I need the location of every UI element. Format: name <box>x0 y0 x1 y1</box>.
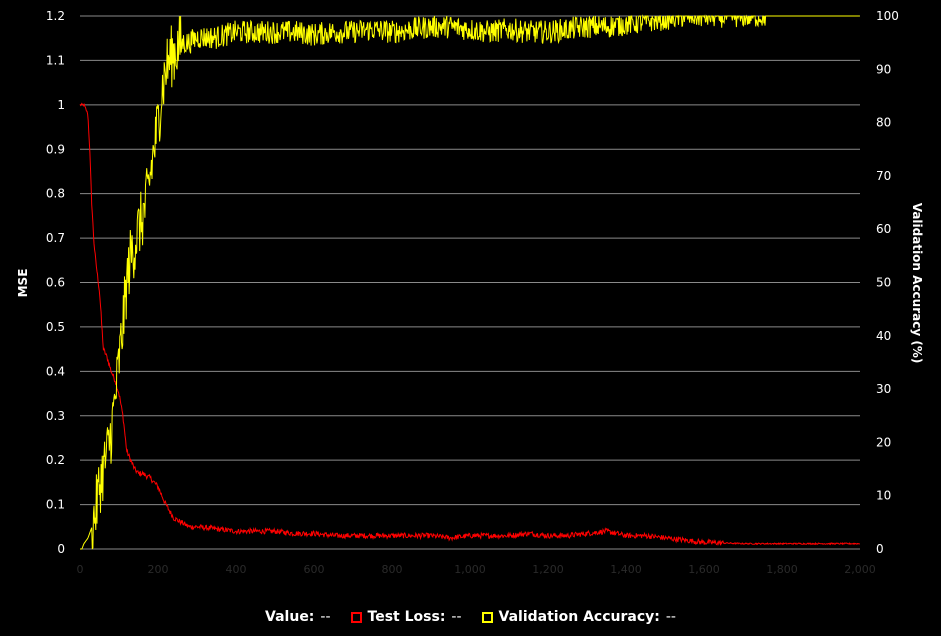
test-loss-line <box>79 102 861 546</box>
legend-value-label: Value: <box>265 609 315 625</box>
legend-value-value: -- <box>320 609 331 625</box>
y2-tick-label: 20 <box>876 435 891 449</box>
x-axis-ticks: 0 200 400 600 800 1,000 1,200 1,400 1,600 1,800 2,… <box>77 563 876 576</box>
y2-tick-label: 90 <box>876 62 891 76</box>
y2-tick-label: 80 <box>876 116 891 130</box>
validation-accuracy-line <box>80 14 860 550</box>
y-tick-label: 0.9 <box>46 142 65 156</box>
x-tick-label: 200 <box>148 563 169 576</box>
y2-tick-label: 40 <box>876 329 891 343</box>
y2-tick-label: 100 <box>876 9 899 23</box>
legend-val-acc-value: -- <box>665 609 676 625</box>
series-layer <box>79 14 861 550</box>
y2-tick-label: 0 <box>876 542 884 556</box>
legend: Value: -- Test Loss: -- Validation Accur… <box>0 606 941 628</box>
y2-axis-title: Validation Accuracy (%) <box>910 203 924 364</box>
grid-lines <box>80 15 860 550</box>
test-loss-swatch <box>350 611 362 623</box>
legend-test-loss-item[interactable]: Test Loss: -- <box>350 609 462 625</box>
y-tick-label: 0.7 <box>46 231 65 245</box>
legend-test-loss-value: -- <box>451 609 462 625</box>
y2-tick-label: 60 <box>876 222 891 236</box>
x-tick-label: 600 <box>304 563 325 576</box>
y-axis-ticks: 0 0.1 0.2 0.3 0.4 0.5 0.6 0.7 0.8 0.9 1 1.1 1.2 <box>46 9 65 556</box>
x-tick-label: 1,200 <box>532 563 564 576</box>
y-tick-label: 1.2 <box>46 9 65 23</box>
y-tick-label: 0.2 <box>46 453 65 467</box>
y2-tick-label: 50 <box>876 276 891 290</box>
x-tick-label: 1,400 <box>610 563 642 576</box>
y-tick-label: 0 <box>57 542 65 556</box>
x-tick-label: 0 <box>77 563 84 576</box>
y-tick-label: 1.1 <box>46 53 65 67</box>
x-tick-label: 2,000 <box>844 563 876 576</box>
val-acc-swatch <box>481 611 493 623</box>
y2-tick-label: 70 <box>876 169 891 183</box>
legend-test-loss-label: Test Loss: <box>367 609 446 625</box>
y2-tick-label: 10 <box>876 489 891 503</box>
legend-val-acc-label: Validation Accuracy: <box>498 609 660 625</box>
x-tick-label: 800 <box>382 563 403 576</box>
y-tick-label: 0.5 <box>46 320 65 334</box>
x-tick-label: 400 <box>226 563 247 576</box>
chart: 0 0.1 0.2 0.3 0.4 0.5 0.6 0.7 0.8 0.9 1 1.1 1.2 0 10 2… <box>16 9 924 576</box>
y-tick-label: 0.1 <box>46 498 65 512</box>
legend-value-item: Value: -- <box>265 609 331 625</box>
y2-axis-ticks: 0 10 20 30 40 50 60 70 80 90 100 <box>876 9 899 556</box>
y-tick-label: 0.6 <box>46 276 65 290</box>
x-tick-label: 1,600 <box>688 563 720 576</box>
y-tick-label: 1 <box>57 98 65 112</box>
x-tick-label: 1,000 <box>454 563 486 576</box>
x-tick-label: 1,800 <box>766 563 798 576</box>
y-tick-label: 0.3 <box>46 409 65 423</box>
y2-tick-label: 30 <box>876 382 891 396</box>
y-tick-label: 0.4 <box>46 364 65 378</box>
y-tick-label: 0.8 <box>46 187 65 201</box>
legend-val-acc-item[interactable]: Validation Accuracy: -- <box>481 609 676 625</box>
y-axis-title: MSE <box>16 269 30 298</box>
